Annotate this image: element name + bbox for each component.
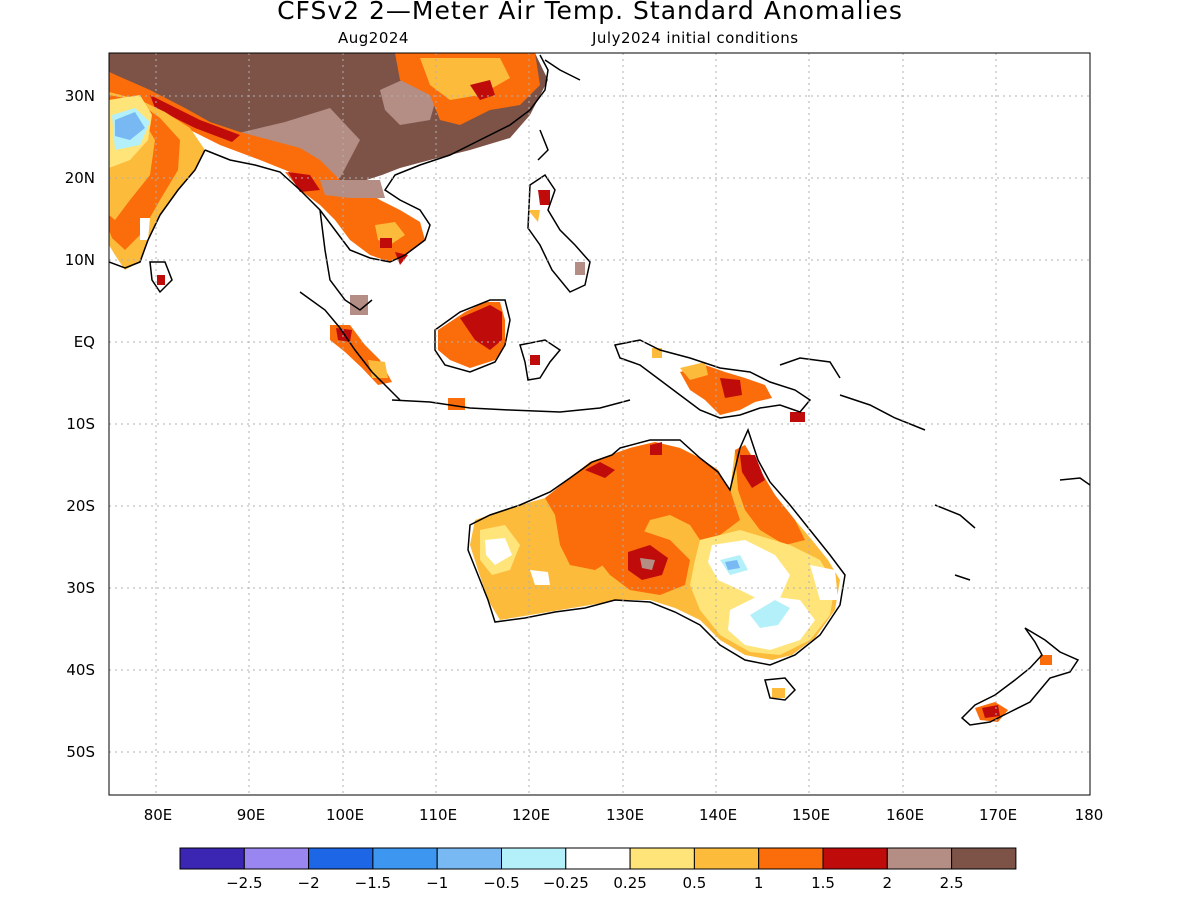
colorbar-swatch <box>436 847 503 870</box>
colorbar-swatch <box>179 847 245 870</box>
colorbar-label: −2.5 <box>226 874 262 892</box>
lon-label: 180 <box>1075 806 1104 824</box>
map-title: CFSv2 2—Meter Air Temp. Standard Anomali… <box>277 0 903 25</box>
lon-label: 90E <box>237 806 266 824</box>
lat-label: 50S <box>66 743 95 761</box>
colorbar-label: −1.5 <box>355 874 391 892</box>
map-frame <box>108 52 1091 796</box>
colorbar-label: −2 <box>298 874 320 892</box>
colorbar: −2.5 −2 −1.5 −1 −0.5 −0.25 0.25 0.5 1 1.5 2 2.5 <box>179 847 1017 892</box>
lon-label: 140E <box>699 806 737 824</box>
colorbar-swatch <box>693 847 760 870</box>
colorbar-label: 1 <box>754 874 764 892</box>
lat-label: 30N <box>65 87 95 105</box>
initial-conditions: July2024 initial conditions <box>592 29 799 47</box>
colorbar-swatch <box>758 847 824 870</box>
anomaly-field <box>109 53 1052 722</box>
colorbar-swatch <box>501 847 567 870</box>
colorbar-swatch <box>243 847 310 870</box>
lat-label: 10S <box>66 415 95 433</box>
lon-label: 170E <box>979 806 1017 824</box>
lon-label: 150E <box>792 806 830 824</box>
lon-label: 120E <box>512 806 550 824</box>
longitude-labels: 80E 90E 100E 110E 120E 130E 140E 150E 16… <box>144 806 1104 824</box>
colorbar-swatch <box>886 847 953 870</box>
colorbar-label: 2 <box>883 874 893 892</box>
colorbar-swatch <box>372 847 438 870</box>
gridlines <box>109 53 1090 795</box>
colorbar-label: −1 <box>426 874 448 892</box>
colorbar-swatch <box>565 847 631 870</box>
colorbar-swatch <box>308 847 374 870</box>
colorbar-label: 2.5 <box>940 874 964 892</box>
latitude-labels: 30N 20N 10N EQ 10S 20S 30S 40S 50S <box>65 87 95 761</box>
colorbar-label: −0.25 <box>543 874 589 892</box>
lat-label: 40S <box>66 661 95 679</box>
colorbar-label: −0.5 <box>483 874 519 892</box>
lon-label: 130E <box>606 806 644 824</box>
lon-label: 110E <box>419 806 457 824</box>
lat-label: 30S <box>66 579 95 597</box>
colorbar-label: 0.25 <box>613 874 646 892</box>
lat-label: 20N <box>65 169 95 187</box>
colorbar-label: 0.5 <box>682 874 706 892</box>
lat-label: EQ <box>74 333 95 351</box>
colorbar-label: 1.5 <box>811 874 835 892</box>
lon-label: 160E <box>886 806 924 824</box>
lon-label: 80E <box>144 806 173 824</box>
colorbar-swatch <box>951 847 1017 870</box>
forecast-month: Aug2024 <box>338 29 409 47</box>
lon-label: 100E <box>326 806 364 824</box>
colorbar-swatch <box>629 847 695 870</box>
colorbar-swatch <box>822 847 888 870</box>
lat-label: 20S <box>66 497 95 515</box>
lat-label: 10N <box>65 251 95 269</box>
